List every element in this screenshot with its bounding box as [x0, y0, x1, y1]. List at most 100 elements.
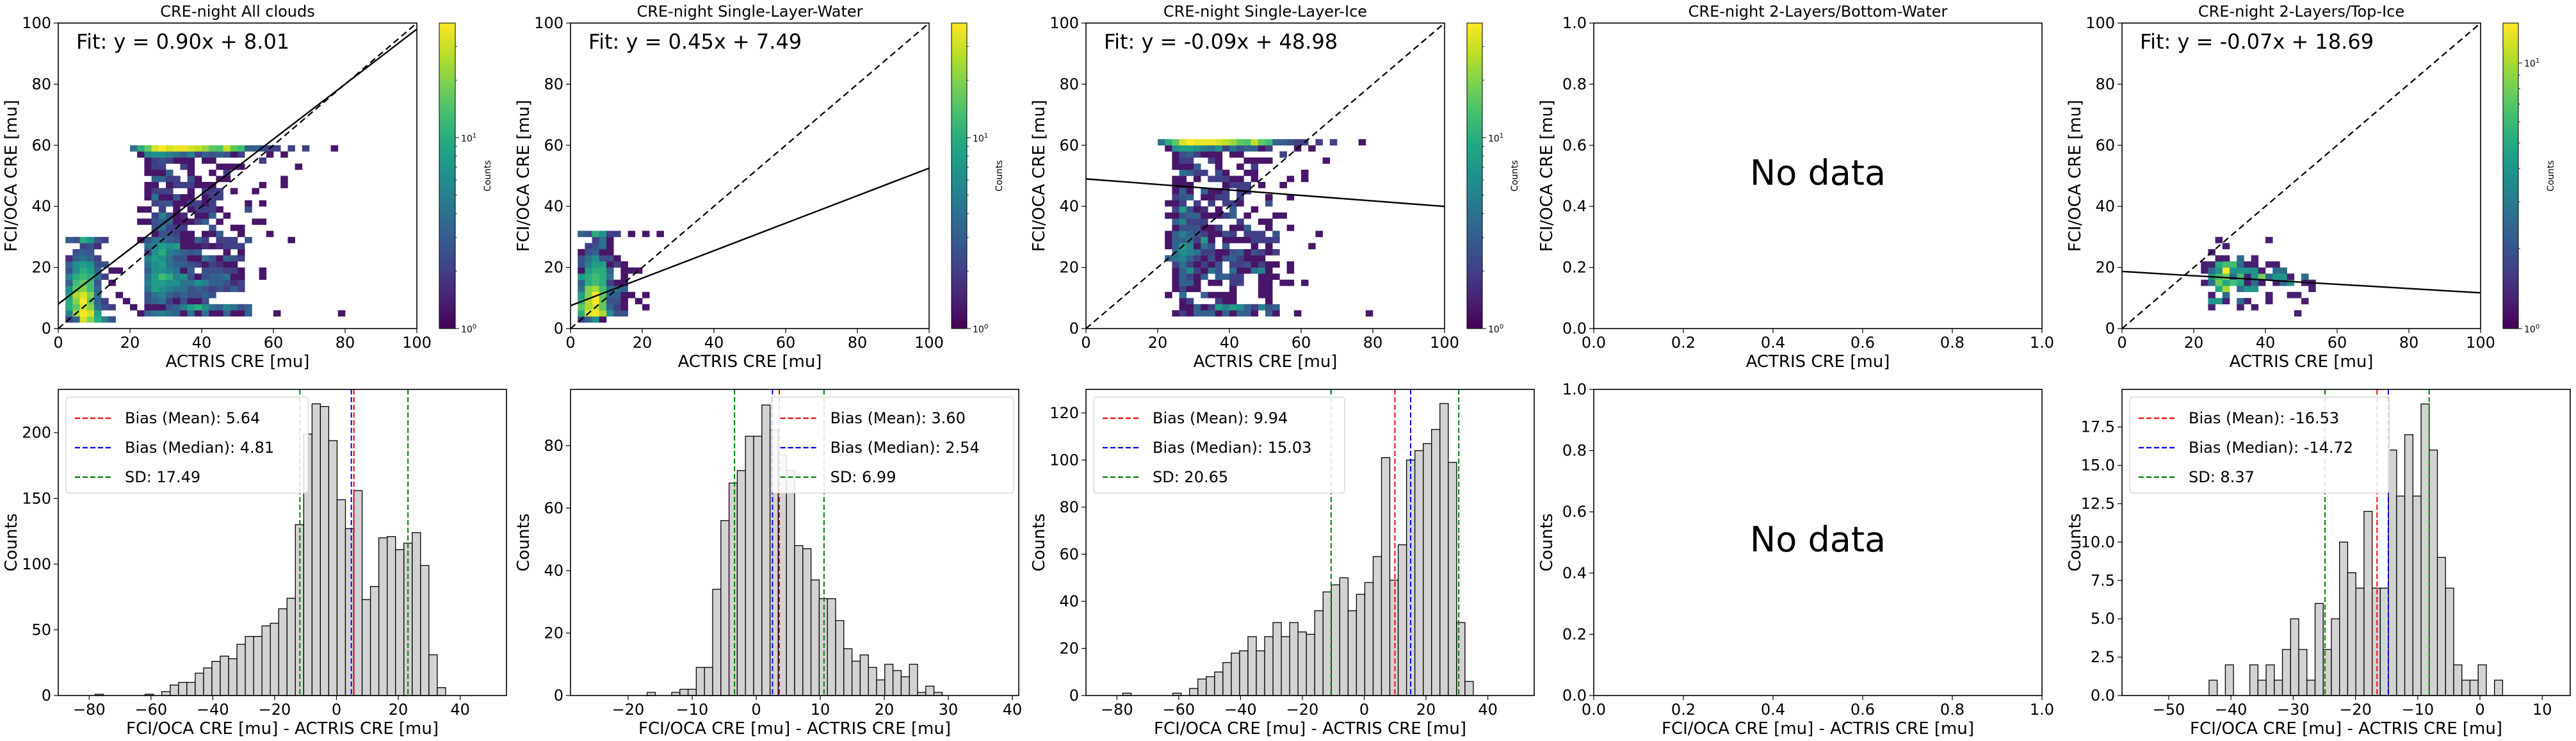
heatmap-cell [216, 151, 223, 158]
scatter1-title: CRE-night Single-Layer-Water [636, 3, 863, 20]
heatmap-cell [72, 273, 80, 280]
heatmap-cell [238, 267, 245, 274]
scatter4-xtick-label: 40 [2256, 334, 2276, 352]
heatmap-cell [1236, 310, 1244, 317]
heatmap-cell [108, 304, 116, 311]
heatmap-cell [578, 291, 585, 298]
heatmap-cell [613, 298, 621, 305]
heatmap-cell [144, 273, 152, 280]
heatmap-cell [166, 298, 174, 305]
heatmap-cell [1236, 279, 1244, 286]
heatmap-cell [65, 286, 73, 293]
histogram-bar [1389, 580, 1399, 696]
heatmap-cell [1229, 267, 1237, 274]
scatter3-ytick-label: 0.6 [1562, 136, 1587, 154]
heatmap-cell [1272, 248, 1280, 256]
heatmap-cell [337, 310, 346, 317]
heatmap-cell [2308, 286, 2316, 293]
histogram-bar [2379, 587, 2389, 696]
heatmap-cell [230, 273, 238, 280]
scatter4-xtick-label: 0 [2117, 334, 2126, 352]
histogram-bar [1414, 450, 1424, 696]
heatmap-cell [606, 231, 614, 238]
heatmap-cell [209, 169, 216, 176]
legend-label: Bias (Mean): -16.53 [2189, 409, 2339, 427]
heatmap-cell [1293, 139, 1302, 146]
heatmap-cell [1222, 255, 1230, 262]
scatter3-xtick-label: 0.8 [1940, 334, 1964, 352]
heatmap-cell [86, 261, 95, 268]
scatter3-xtick-label: 1.0 [2030, 334, 2054, 352]
heatmap-cell [216, 236, 223, 243]
hist4-xtick-label: −40 [2215, 701, 2248, 719]
heatmap-cell [2215, 236, 2223, 243]
heatmap-cell [2222, 243, 2230, 250]
heatmap-cell [194, 255, 202, 262]
scatter3-ytick-label: 0.4 [1562, 197, 1587, 215]
heatmap-cell [2251, 255, 2259, 262]
heatmap-cell [252, 188, 259, 195]
heatmap-cell [1172, 200, 1179, 207]
heatmap-cell [1301, 175, 1309, 183]
heatmap-cell [1215, 255, 1223, 262]
heatmap-cell [592, 279, 600, 286]
heatmap-cell [187, 182, 195, 188]
hist3-ytick-label: 1.0 [1562, 380, 1587, 398]
heatmap-cell [173, 231, 181, 238]
heatmap-cell [1265, 218, 1273, 225]
heatmap-cell [1172, 286, 1179, 293]
heatmap-cell [1172, 273, 1179, 280]
heatmap-cell [592, 261, 600, 268]
heatmap-cell [1215, 267, 1223, 274]
legend: Bias (Mean): 9.94 Bias (Median): 15.03 SD:… [1093, 396, 1345, 494]
scatter2-ytick-label: 40 [1059, 197, 1079, 215]
heatmap-cell [1201, 231, 1208, 238]
scatter0-xtick-label: 20 [120, 334, 140, 352]
heatmap-cell [86, 243, 95, 250]
heatmap-cell [1165, 243, 1172, 250]
heatmap-cell [1194, 139, 1201, 146]
heatmap-cell [1179, 231, 1187, 238]
histogram-bar [428, 654, 438, 696]
heatmap-cell [86, 267, 95, 274]
heatmap-cell [1215, 231, 1223, 238]
heatmap-cell [1194, 200, 1201, 207]
histogram-bar [1347, 610, 1357, 696]
heatmap-cell [209, 200, 216, 207]
heatmap-cell [166, 310, 174, 317]
scatter2-xtick-label: 100 [1430, 334, 1459, 352]
hist0-xtick-label: −20 [259, 701, 291, 719]
hist4-ytick-label: 17.5 [2081, 418, 2115, 436]
heatmap-cell [187, 151, 195, 158]
heatmap-cell [151, 255, 159, 262]
heatmap-cell [613, 304, 621, 311]
heatmap-cell [2237, 261, 2244, 268]
histogram-bar [1314, 610, 1324, 696]
heatmap-cell [266, 231, 274, 238]
heatmap-cell [1172, 145, 1179, 152]
heatmap-cell [158, 279, 166, 286]
heatmap-cell [1215, 139, 1223, 146]
heatmap-cell [599, 279, 607, 286]
heatmap-cell [2215, 255, 2223, 262]
heatmap-cell [1208, 279, 1215, 286]
heatmap-cell [166, 267, 174, 274]
heatmap-cell [280, 182, 288, 188]
heatmap-cell [613, 310, 621, 317]
heatmap-cell [1258, 255, 1266, 262]
heatmap-cell [2230, 279, 2237, 286]
heatmap-cell [259, 157, 267, 164]
heatmap-cell [1279, 151, 1287, 158]
scatter4-frame [2121, 22, 2481, 329]
scatter1-plot-area [571, 23, 929, 329]
histogram-bar [2469, 680, 2479, 696]
heatmap-cell [151, 236, 159, 243]
scatter4-xtick-label: 100 [2466, 334, 2495, 352]
heatmap-cell [202, 236, 209, 243]
scatter2-xtick-label: 40 [1220, 334, 1240, 352]
legend-label: SD: 20.65 [1153, 468, 1228, 486]
heatmap-cell [1194, 273, 1201, 280]
heatmap-cell [209, 145, 216, 152]
heatmap-cell [1279, 182, 1287, 188]
heatmap-cell [1222, 200, 1230, 207]
